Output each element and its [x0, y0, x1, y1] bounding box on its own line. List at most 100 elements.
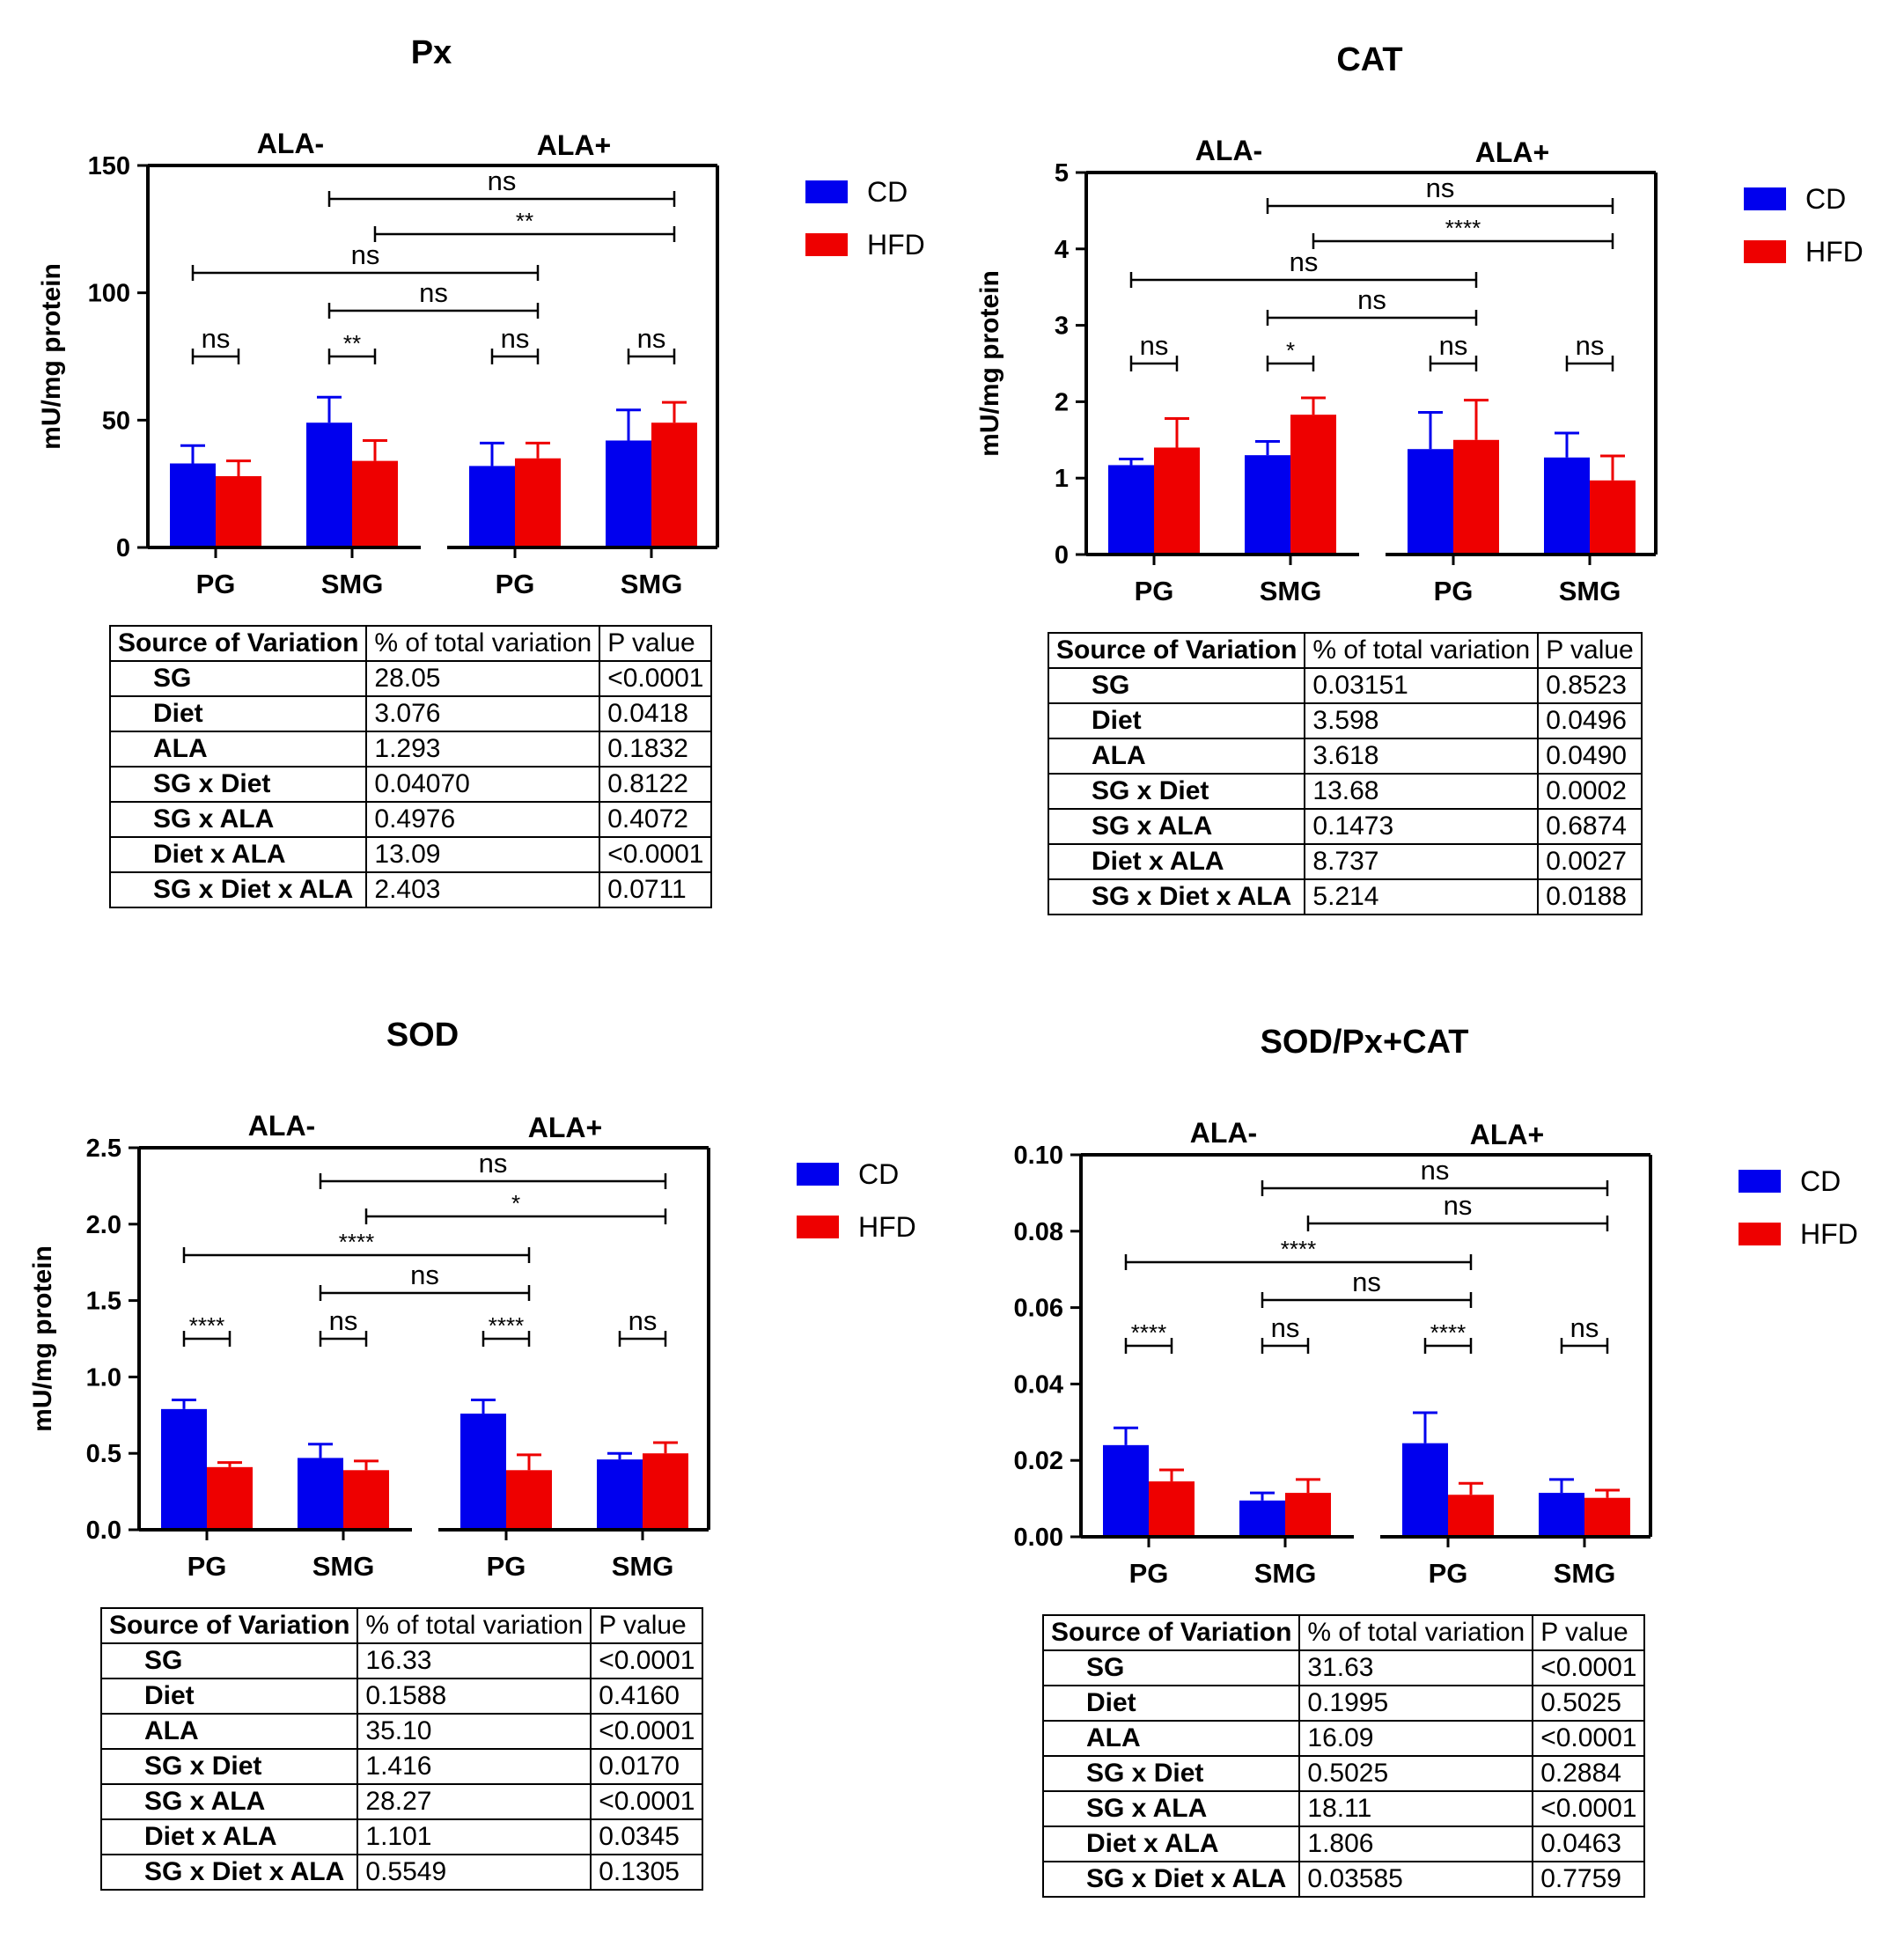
bar-hfd	[1149, 1481, 1195, 1537]
p-value-cell: 0.4160	[590, 1678, 704, 1715]
variation-cell: 35.10	[357, 1713, 592, 1750]
group-label: ALA-	[1190, 1117, 1257, 1149]
column-header: Source of Variation	[108, 625, 368, 662]
bar-cd	[597, 1459, 643, 1530]
legend-swatch-hfd	[1739, 1223, 1781, 1245]
significance-label: ns	[1290, 246, 1319, 277]
table-row: Diet x ALA 8.737 0.0027	[1047, 843, 1643, 880]
source-cell: Diet x ALA	[108, 836, 368, 873]
source-cell: SG x Diet	[1047, 773, 1306, 810]
table-row: SG x Diet x ALA 0.5549 0.1305	[99, 1854, 704, 1891]
significance-label: ns	[1357, 284, 1386, 315]
variation-cell: 0.5025	[1298, 1755, 1534, 1792]
source-cell: SG x ALA	[1047, 808, 1306, 845]
table-row: Diet 0.1995 0.5025	[1041, 1685, 1646, 1722]
variation-cell: 28.05	[365, 660, 601, 697]
source-cell: SG x Diet	[99, 1748, 359, 1785]
source-cell: SG x Diet x ALA	[1041, 1861, 1301, 1898]
variation-cell: 1.293	[365, 731, 601, 768]
variation-cell: 31.63	[1298, 1649, 1534, 1686]
y-axis-label: mU/mg protein	[28, 1245, 57, 1432]
table-row: ALA 3.618 0.0490	[1047, 738, 1643, 775]
bar-cd	[1408, 449, 1453, 555]
source-cell: SG x ALA	[108, 801, 368, 838]
bar-chart-sod-ratio: SOD/Px+CAT ALA- ALA+ 0.00 0.02 0.04 0.06 0.08 0.…	[1014, 1024, 1858, 1589]
source-cell: Diet	[99, 1678, 359, 1715]
table-header-row: Source of Variation% of total variation P…	[1047, 632, 1643, 669]
column-header: P value	[1532, 1614, 1646, 1651]
anova-table-sod: Source of Variation% of total variation P…	[99, 1607, 704, 1891]
p-value-cell: <0.0001	[590, 1642, 704, 1679]
source-cell: Diet x ALA	[1047, 843, 1306, 880]
significance-label: ****	[1131, 1319, 1166, 1346]
group-label: ALA+	[1475, 136, 1549, 168]
legend-swatch-hfd	[805, 233, 848, 256]
variation-cell: 1.101	[357, 1818, 592, 1855]
variation-cell: 0.4976	[365, 801, 601, 838]
x-tick-label: PG	[1429, 1558, 1468, 1589]
bar-cd	[306, 422, 352, 547]
bar-hfd	[1290, 415, 1336, 555]
p-value-cell: 0.8523	[1537, 667, 1643, 704]
table-row: ALA 16.09 <0.0001	[1041, 1720, 1646, 1757]
significance-label: ns	[1140, 330, 1169, 361]
bar-chart-px: Px ALA- ALA+ mU/mg protein 0 50 100 150 PG SMG PG S…	[37, 34, 925, 599]
significance-label: ns	[1271, 1312, 1300, 1343]
x-tick-label: SMG	[321, 569, 384, 599]
significance-label: *	[511, 1190, 520, 1216]
p-value-cell: 0.5025	[1532, 1685, 1646, 1722]
y-tick-label: 2.0	[86, 1211, 121, 1239]
p-value-cell: 0.1305	[590, 1854, 704, 1891]
significance-label: ns	[202, 323, 231, 354]
chart-panel-px: Px ALA- ALA+ mU/mg protein 0 50 100 150 PG SMG PG S…	[0, 0, 952, 965]
bar-hfd	[1453, 439, 1499, 555]
table-row: SG x Diet 0.04070 0.8122	[108, 766, 713, 803]
table-row: SG x Diet x ALA 2.403 0.0711	[108, 871, 713, 908]
y-tick-label: 3	[1055, 312, 1069, 341]
variation-cell: 0.1995	[1298, 1685, 1534, 1722]
chart-panel-sod-ratio: SOD/Px+CAT ALA- ALA+ 0.00 0.02 0.04 0.06 0.08 0.…	[933, 989, 1885, 1954]
bar-hfd	[216, 475, 261, 547]
bar-hfd	[1154, 447, 1200, 555]
column-header: Source of Variation	[1041, 1614, 1301, 1651]
y-tick-label: 100	[88, 280, 130, 308]
column-header: % of total variation	[357, 1607, 592, 1644]
source-cell: SG x Diet	[1041, 1755, 1301, 1792]
source-cell: SG	[108, 660, 368, 697]
y-tick-label: 50	[102, 407, 130, 435]
variation-cell: 0.1588	[357, 1678, 592, 1715]
bar-hfd	[515, 458, 561, 547]
variation-cell: 3.598	[1304, 702, 1540, 739]
variation-cell: 1.416	[357, 1748, 592, 1785]
variation-cell: 0.03585	[1298, 1861, 1534, 1898]
bar-hfd	[343, 1470, 389, 1530]
table-header-row: Source of Variation% of total variation P…	[99, 1607, 704, 1644]
p-value-cell: <0.0001	[1532, 1649, 1646, 1686]
legend-label-cd: CD	[1800, 1165, 1841, 1197]
x-tick-label: PG	[1135, 576, 1174, 606]
table-row: SG 0.03151 0.8523	[1047, 667, 1643, 704]
chart-title: CAT	[1336, 41, 1402, 78]
bar-cd	[606, 440, 651, 547]
x-tick-label: SMG	[312, 1551, 375, 1582]
y-tick-label: 1.0	[86, 1363, 121, 1392]
anova-table-sod-ratio: Source of Variation% of total variation P…	[1041, 1614, 1646, 1898]
legend-label-hfd: HFD	[867, 229, 925, 261]
p-value-cell: <0.0001	[599, 660, 713, 697]
bar-chart-sod: SOD ALA- ALA+ mU/mg protein 0.0 0.5 1.0 1.5 2.0 2…	[28, 1017, 916, 1582]
chart-panel-cat: CAT ALA- ALA+ mU/mg protein 0 1 2 3 4 5 PG SMG PG SMG…	[938, 7, 1890, 972]
group-label: ALA+	[537, 129, 611, 161]
column-header: Source of Variation	[99, 1607, 359, 1644]
source-cell: SG	[1047, 667, 1306, 704]
significance-label: ns	[1352, 1267, 1381, 1297]
table-row: SG x Diet x ALA 5.214 0.0188	[1047, 878, 1643, 915]
y-tick-label: 0	[116, 534, 130, 562]
table-row: Diet 3.076 0.0418	[108, 695, 713, 732]
variation-cell: 0.04070	[365, 766, 601, 803]
p-value-cell: 0.0345	[590, 1818, 704, 1855]
p-value-cell: 0.0463	[1532, 1825, 1646, 1862]
significance-label: ns	[1439, 330, 1468, 361]
significance-label: **	[343, 330, 361, 356]
significance-label: ns	[1426, 173, 1455, 203]
significance-label: ns	[629, 1305, 658, 1336]
